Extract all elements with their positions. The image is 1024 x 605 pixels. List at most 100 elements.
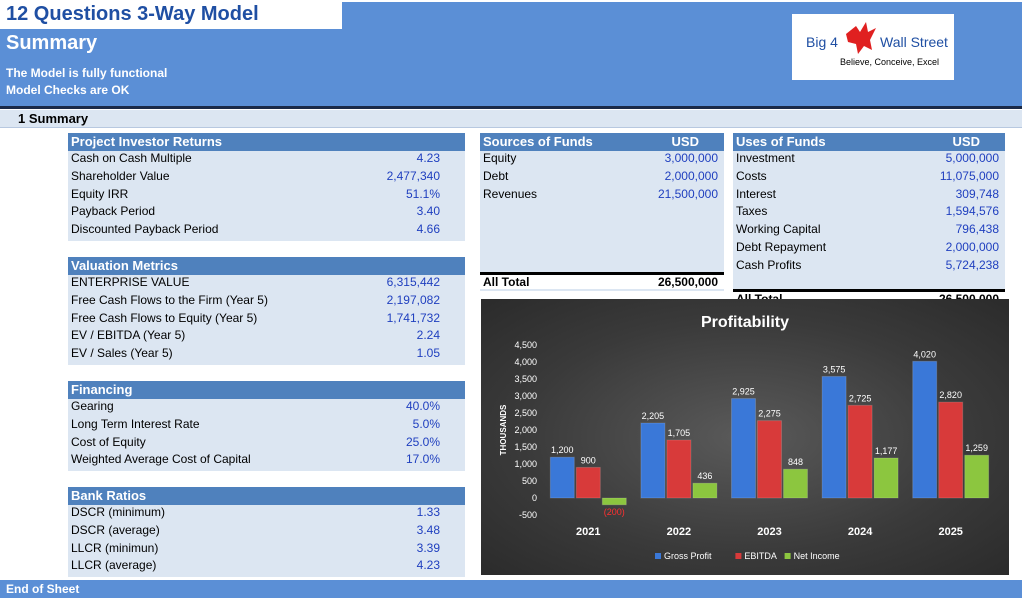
eagle-icon [846,22,876,54]
bar-net-income [692,482,718,499]
footer-label: End of Sheet [6,582,80,596]
row-label: Free Cash Flows to the Firm (Year 5) [71,292,268,307]
y-tick-label: 2,500 [514,408,537,418]
table-row: Cost of Equity 25.0% [68,435,465,453]
profitability-chart[interactable]: Profitability THOUSANDS 4,500 4,000 3,500 3,0… [481,299,1009,575]
row-value[interactable]: 1.05 [416,346,440,361]
status-line-functional: The Model is fully functional [6,66,168,80]
row-value[interactable]: 5,000,000 [945,151,999,165]
bar-gross-profit [640,422,666,499]
row-value[interactable]: 11,075,000 [939,168,999,183]
row-label: Equity [483,151,517,165]
row-value[interactable]: 17.0% [405,452,440,467]
y-tick-label: 4,500 [514,340,537,350]
row-value[interactable]: 4.66 [416,222,440,237]
row-label: DSCR (average) [71,522,160,537]
row-value[interactable]: 3.39 [416,540,440,555]
investor-returns-panel: Project Investor Returns Cash on Cash Mu… [68,133,465,241]
sources-header: Sources of Funds USD [480,133,724,151]
row-label: DSCR (minimum) [71,505,165,519]
row-label: Payback Period [71,204,156,219]
bar-ebitda [757,420,782,499]
table-row: DSCR (minimum) 1.33 [68,505,465,523]
table-row: Revenues 21,500,000 [480,187,724,205]
row-value[interactable]: 2,197,082 [386,292,440,307]
row-value[interactable]: 2,000,000 [664,168,718,183]
row-label: Long Term Interest Rate [71,416,200,431]
table-row: Debt 2,000,000 [480,169,724,187]
data-label: 2,725 [849,393,872,403]
row-label: Discounted Payback Period [71,222,219,237]
bar-gross-profit [821,375,847,499]
row-label: Working Capital [736,222,821,237]
row-value[interactable]: 5.0% [412,416,440,431]
row-value[interactable]: 1,594,576 [945,204,999,219]
table-row: Free Cash Flows to the Firm (Year 5) 2,19… [68,293,465,311]
page-subtitle: Summary [6,32,98,54]
x-tick-label: 2023 [757,526,781,538]
row-value[interactable]: 4.23 [416,558,440,573]
legend-entry: Gross Profit [664,551,712,561]
row-value[interactable]: 3.48 [416,522,440,537]
bar-net-income [964,454,990,499]
data-label: (200) [604,507,625,517]
bar-net-income [873,457,899,499]
row-value[interactable]: 51.1% [405,186,440,201]
bar-net-income [783,468,808,499]
chart-title: Profitability [701,314,789,331]
financing-header: Financing [68,381,465,399]
uses-title: Uses of Funds [736,134,826,149]
row-value[interactable]: 3,000,000 [664,151,718,165]
sources-panel: Sources of Funds USD Equity 3,000,000 Debt… [480,133,724,291]
row-label: Free Cash Flows to Equity (Year 5) [71,310,258,325]
row-label: LLCR (average) [71,558,157,573]
row-value[interactable]: 5,724,238 [945,257,999,272]
table-row: Cash Profits 5,724,238 [733,258,1005,276]
row-label: Interest [736,186,777,201]
section-bar: 1 Summary [0,110,1022,128]
data-label: 3,575 [823,364,846,374]
data-label: 900 [581,455,596,465]
data-label: 2,275 [758,409,781,419]
row-value[interactable]: 6,315,442 [386,275,440,289]
sources-title: Sources of Funds [483,134,593,149]
row-value[interactable]: 1,741,732 [386,310,440,325]
row-value[interactable]: 21,500,000 [657,186,718,201]
row-value[interactable]: 796,438 [955,222,999,237]
row-value[interactable]: 309,748 [955,186,999,201]
legend-entry: Net Income [794,551,840,561]
table-row: Taxes 1,594,576 [733,204,1005,222]
data-label: 2,820 [939,390,962,400]
row-label: EV / Sales (Year 5) [71,346,173,361]
legend-swatch [655,553,661,559]
row-label: Taxes [736,204,768,219]
status-line-checks: Model Checks are OK [6,83,130,97]
row-value[interactable]: 1.33 [416,505,440,519]
row-value[interactable]: 4.23 [416,151,440,165]
footer-bar: End of Sheet [0,580,1022,598]
row-value[interactable]: 2,000,000 [945,239,999,254]
table-row: Discounted Payback Period 4.66 [68,222,465,240]
table-row: LLCR (minimun) 3.39 [68,541,465,559]
row-value[interactable]: 25.0% [405,434,440,449]
row-value[interactable]: 2,477,340 [386,168,440,183]
bar-ebitda [575,466,601,499]
table-row: EV / EBITDA (Year 5) 2.24 [68,328,465,346]
sources-total-label: All Total [483,275,530,289]
table-row: Working Capital 796,438 [733,222,1005,240]
row-value[interactable]: 3.40 [416,204,440,219]
bar-net-income [601,497,627,506]
table-row: Costs 11,075,000 [733,169,1005,187]
financing-panel: Financing Gearing 40.0% Long Term Interest… [68,381,465,471]
data-label: 1,259 [965,443,988,453]
row-value[interactable]: 2.24 [416,328,440,343]
row-label: Debt [483,168,509,183]
y-tick-label: 1,000 [514,459,537,469]
table-row: Long Term Interest Rate 5.0% [68,417,465,435]
row-value[interactable]: 40.0% [405,399,440,413]
data-label: 1,200 [551,445,574,455]
bar-ebitda [666,439,692,499]
uses-panel: Uses of Funds USD Investment 5,000,000 Cos… [733,133,1005,291]
bar-gross-profit [549,456,575,499]
profitability-chart-svg: Profitability THOUSANDS 4,500 4,000 3,500 3,0… [499,314,990,561]
